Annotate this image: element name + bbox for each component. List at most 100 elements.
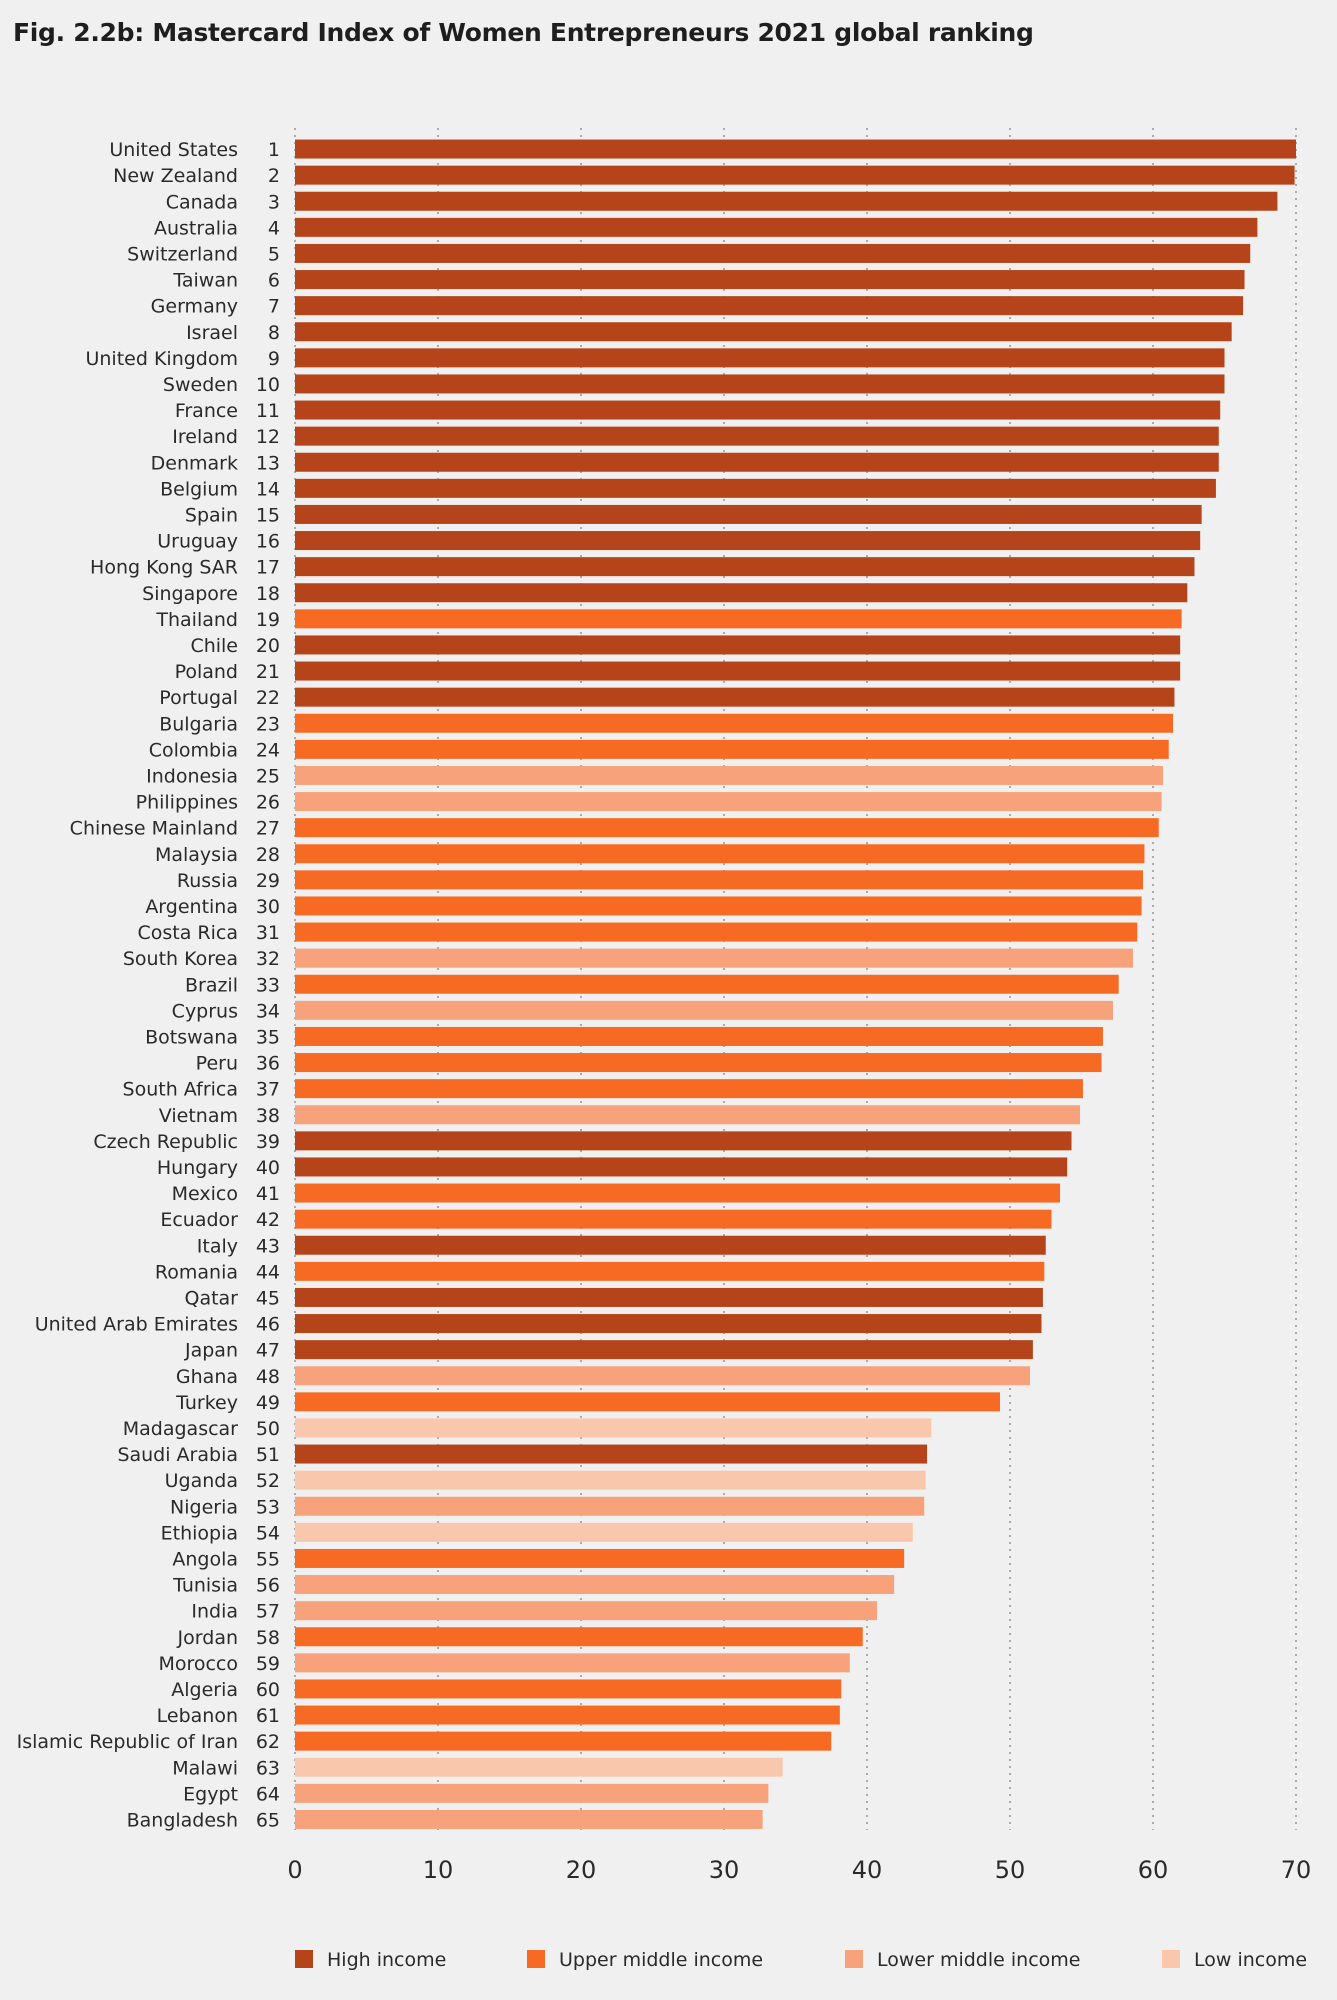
x-tick-10: 10 — [423, 1856, 454, 1884]
bar-ireland — [295, 426, 1219, 446]
bar-argentina — [295, 896, 1142, 916]
rank-label-30: 30 — [256, 896, 280, 918]
country-label-argentina: Argentina — [145, 896, 238, 918]
bar-philippines — [295, 792, 1162, 812]
bar-canada — [295, 191, 1278, 211]
bar-brazil — [295, 974, 1119, 994]
country-label-south-korea: South Korea — [123, 948, 238, 970]
bar-malawi — [295, 1757, 783, 1777]
rank-label-13: 13 — [256, 452, 280, 474]
country-label-hong-kong-sar: Hong Kong SAR — [90, 557, 238, 579]
country-label-france: France — [175, 400, 238, 422]
rank-label-31: 31 — [256, 922, 280, 944]
rank-label-26: 26 — [256, 792, 280, 814]
bar-tunisia — [295, 1575, 895, 1595]
bar-vietnam — [295, 1105, 1081, 1125]
rank-label-53: 53 — [256, 1496, 280, 1518]
x-tick-70: 70 — [1281, 1856, 1312, 1884]
country-label-united-states: United States — [109, 139, 238, 161]
country-label-saudi-arabia: Saudi Arabia — [117, 1444, 238, 1466]
country-label-botswana: Botswana — [145, 1026, 238, 1048]
country-label-brazil: Brazil — [185, 974, 238, 996]
rank-label-49: 49 — [256, 1392, 280, 1414]
country-label-bangladesh: Bangladesh — [127, 1809, 238, 1831]
rank-label-41: 41 — [256, 1183, 280, 1205]
country-label-jordan: Jordan — [177, 1627, 238, 1649]
country-label-taiwan: Taiwan — [172, 270, 238, 292]
country-label-bulgaria: Bulgaria — [159, 713, 238, 735]
rank-label-38: 38 — [256, 1105, 280, 1127]
country-label-uganda: Uganda — [165, 1470, 238, 1492]
country-label-mexico: Mexico — [172, 1183, 238, 1205]
rank-label-8: 8 — [268, 322, 280, 344]
bar-costa-rica — [295, 922, 1138, 942]
rank-label-55: 55 — [256, 1548, 280, 1570]
rank-label-58: 58 — [256, 1627, 280, 1649]
legend: High income Upper middle income Lower midd… — [295, 1949, 1307, 1971]
country-label-chinese-mainland: Chinese Mainland — [70, 818, 238, 840]
country-label-poland: Poland — [175, 661, 238, 683]
bar-germany — [295, 296, 1244, 316]
legend-swatch-upper-middle-income — [527, 1950, 545, 1968]
country-label-united-arab-emirates: United Arab Emirates — [35, 1314, 238, 1336]
bar-south-korea — [295, 948, 1133, 968]
country-label-germany: Germany — [151, 296, 238, 318]
country-label-turkey: Turkey — [175, 1392, 238, 1414]
rank-label-14: 14 — [256, 478, 280, 500]
bar-cyprus — [295, 1000, 1113, 1020]
bar-romania — [295, 1261, 1045, 1281]
bar-qatar — [295, 1287, 1043, 1307]
country-label-denmark: Denmark — [151, 452, 238, 474]
country-label-romania: Romania — [155, 1261, 238, 1283]
bar-indonesia — [295, 765, 1164, 785]
country-label-italy: Italy — [197, 1235, 238, 1257]
country-label-new-zealand: New Zealand — [113, 165, 238, 187]
bar-lebanon — [295, 1705, 840, 1725]
rank-label-57: 57 — [256, 1601, 280, 1623]
country-label-malaysia: Malaysia — [155, 844, 238, 866]
bar-russia — [295, 870, 1143, 890]
legend-label-lower-middle-income: Lower middle income — [877, 1949, 1080, 1971]
rank-label-45: 45 — [256, 1287, 280, 1309]
bar-belgium — [295, 478, 1216, 498]
bar-australia — [295, 217, 1258, 237]
rank-label-25: 25 — [256, 765, 280, 787]
bar-jordan — [295, 1627, 863, 1647]
rank-label-60: 60 — [256, 1679, 280, 1701]
bar-ecuador — [295, 1209, 1052, 1229]
rank-label-35: 35 — [256, 1026, 280, 1048]
country-label-thailand: Thailand — [155, 609, 238, 631]
x-tick-30: 30 — [709, 1856, 740, 1884]
bar-angola — [295, 1548, 905, 1568]
rank-label-3: 3 — [268, 191, 280, 213]
rank-label-54: 54 — [256, 1522, 280, 1544]
country-label-ethiopia: Ethiopia — [161, 1522, 238, 1544]
bar-ethiopia — [295, 1522, 913, 1542]
bar-new-zealand — [295, 165, 1295, 185]
rank-label-16: 16 — [256, 531, 280, 553]
rank-label-2: 2 — [268, 165, 280, 187]
country-label-switzerland: Switzerland — [127, 243, 238, 265]
country-label-south-africa: South Africa — [123, 1079, 238, 1101]
country-label-portugal: Portugal — [159, 687, 238, 709]
country-label-czech-republic: Czech Republic — [93, 1131, 238, 1153]
country-label-malawi: Malawi — [172, 1757, 238, 1779]
bar-taiwan — [295, 270, 1245, 290]
x-tick-40: 40 — [852, 1856, 883, 1884]
rank-label-4: 4 — [268, 217, 280, 239]
legend-label-upper-middle-income: Upper middle income — [559, 1949, 763, 1971]
rank-label-12: 12 — [256, 426, 280, 448]
country-label-singapore: Singapore — [142, 583, 238, 605]
country-label-angola: Angola — [172, 1548, 238, 1570]
rank-label-64: 64 — [256, 1783, 280, 1805]
rank-label-51: 51 — [256, 1444, 280, 1466]
x-tick-20: 20 — [566, 1856, 597, 1884]
country-label-ecuador: Ecuador — [160, 1209, 238, 1231]
bar-switzerland — [295, 243, 1251, 263]
country-label-sweden: Sweden — [163, 374, 238, 396]
country-label-indonesia: Indonesia — [146, 765, 238, 787]
rank-label-61: 61 — [256, 1705, 280, 1727]
country-label-japan: Japan — [184, 1340, 238, 1362]
x-axis-ticks: 0 10 20 30 40 50 60 70 — [287, 1856, 1311, 1884]
bars-group — [295, 139, 1296, 1829]
